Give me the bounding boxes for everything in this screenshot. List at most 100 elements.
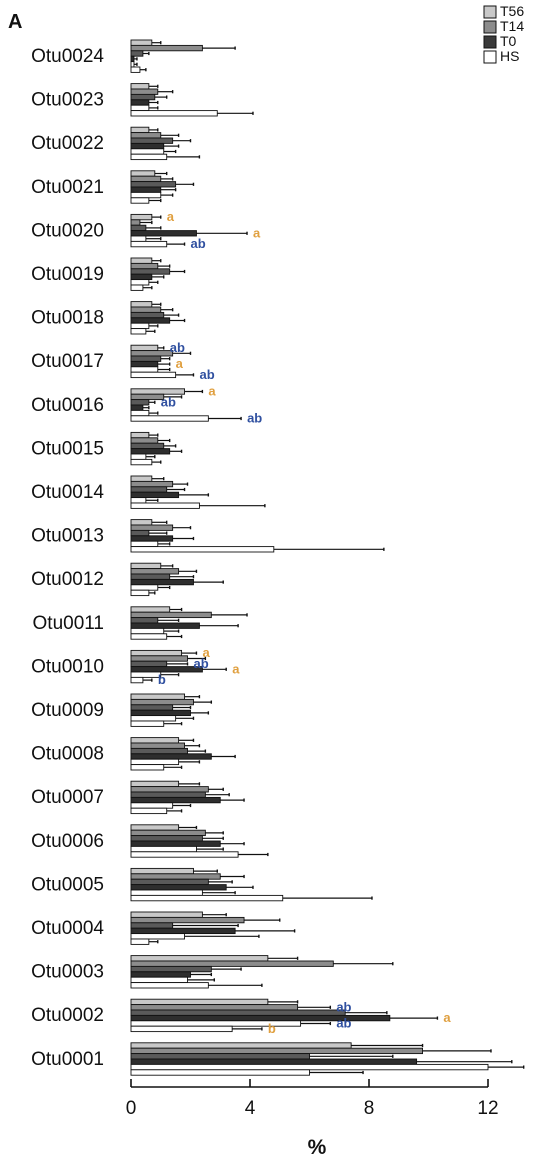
legend-swatch xyxy=(483,50,497,64)
bar-hs0 xyxy=(130,845,197,853)
bar-t0b xyxy=(130,927,236,935)
bar-t0b xyxy=(130,535,174,542)
bar-hs xyxy=(130,764,165,771)
bar-t14 xyxy=(130,1047,423,1055)
bar-t14 xyxy=(130,698,194,706)
legend-label: T0 xyxy=(500,33,517,49)
bar-t56 xyxy=(130,301,153,308)
bar-t0b xyxy=(130,360,159,368)
legend-label: T14 xyxy=(500,18,524,34)
bar-t56 xyxy=(130,126,150,134)
bar-t56 xyxy=(130,257,153,264)
bar-hs0 xyxy=(130,627,165,635)
bar-hs0 xyxy=(130,976,188,984)
bar-t56 xyxy=(130,213,153,221)
category-label: Otu0024 xyxy=(31,46,104,67)
bar-t14 xyxy=(130,132,162,139)
bar-t56 xyxy=(130,344,159,352)
bar-t0b xyxy=(130,404,144,411)
bar-hs xyxy=(130,328,147,335)
bar-t14 xyxy=(130,393,165,401)
legend-label: T56 xyxy=(500,3,524,19)
bar-t56 xyxy=(130,475,153,482)
category-label: Otu0001 xyxy=(31,1049,104,1070)
x-tick-label: 12 xyxy=(477,1098,498,1119)
significance-letter: ab xyxy=(336,1016,351,1031)
bar-t0 xyxy=(130,835,203,842)
bar-t14 xyxy=(130,742,185,749)
bar-t14 xyxy=(130,655,188,662)
significance-letter: ab xyxy=(199,367,214,382)
bar-hs0 xyxy=(130,715,177,722)
category-label: Otu0021 xyxy=(31,177,104,198)
bar-hs0 xyxy=(130,191,162,199)
significance-letter: ab xyxy=(194,656,209,671)
bar-t56 xyxy=(130,170,156,177)
bar-t0b xyxy=(130,666,203,673)
bar-hs xyxy=(130,66,141,73)
bar-t14 xyxy=(130,175,162,183)
bar-hs0 xyxy=(130,322,150,330)
bar-t0b xyxy=(130,317,171,324)
bar-t0 xyxy=(130,137,174,144)
significance-letter: a xyxy=(443,1010,451,1025)
bar-hs xyxy=(130,1069,310,1076)
bar-t14 xyxy=(130,786,209,793)
bar-t14 xyxy=(130,524,174,531)
x-axis: 0 4 8 12 xyxy=(126,1079,499,1119)
category-label: Otu0008 xyxy=(31,744,104,765)
bar-hs xyxy=(130,1025,233,1033)
bar-t14 xyxy=(130,350,174,357)
bar-hs xyxy=(130,371,177,379)
bar-t0 xyxy=(130,399,150,406)
category-labels: Otu0024 Otu0023 Otu0022 Otu0021 Otu0020 Otu00… xyxy=(31,46,104,1070)
category-label: Otu0023 xyxy=(31,90,104,111)
bar-hs0 xyxy=(130,61,135,68)
bar-t0b xyxy=(130,230,197,237)
bar-t56 xyxy=(130,649,183,657)
bar-hs xyxy=(130,851,239,858)
category-label: Otu0018 xyxy=(31,308,104,329)
category-label: Otu0019 xyxy=(31,264,104,285)
bar-hs0 xyxy=(130,671,162,678)
bar-hs xyxy=(130,197,150,204)
bar-hs xyxy=(130,458,153,466)
bar-hs0 xyxy=(130,497,147,504)
bar-hs xyxy=(130,284,144,291)
bar-t0 xyxy=(130,311,165,319)
bar-t0 xyxy=(130,442,165,450)
bar-hs xyxy=(130,633,168,640)
bar-t0 xyxy=(130,486,168,493)
category-label: Otu0016 xyxy=(31,395,104,416)
bar-t56 xyxy=(130,388,185,395)
panel-label: A xyxy=(8,11,22,33)
bar-hs xyxy=(130,894,284,902)
legend-swatch xyxy=(483,5,497,19)
legend-label: HS xyxy=(500,48,519,64)
significance-letter: ab xyxy=(336,999,351,1014)
bar-t56 xyxy=(130,519,153,526)
bar-hs0 xyxy=(130,758,180,766)
bar-t0b xyxy=(130,448,171,455)
significance-letter: ab xyxy=(247,411,262,426)
significance-letter: a xyxy=(253,225,261,240)
bar-t0b xyxy=(130,491,180,499)
x-axis-title: % xyxy=(308,1136,327,1159)
bar-t0 xyxy=(130,922,174,929)
bar-t14 xyxy=(130,873,221,880)
bar-t0 xyxy=(130,617,159,624)
bar-t56 xyxy=(130,1042,352,1049)
significance-letter: b xyxy=(158,672,166,687)
bar-t14 xyxy=(130,219,141,226)
bar-hs0 xyxy=(130,279,150,286)
bar-hs0 xyxy=(130,889,203,896)
bar-hs0 xyxy=(130,540,159,548)
bar-t0 xyxy=(130,268,171,275)
bar-hs0 xyxy=(130,148,165,155)
bar-hs xyxy=(130,110,218,117)
bar-t0 xyxy=(130,529,150,537)
bar-t0 xyxy=(130,747,188,755)
bar-t56 xyxy=(130,431,150,439)
bar-t56 xyxy=(130,39,153,46)
bar-t0b xyxy=(130,273,153,281)
